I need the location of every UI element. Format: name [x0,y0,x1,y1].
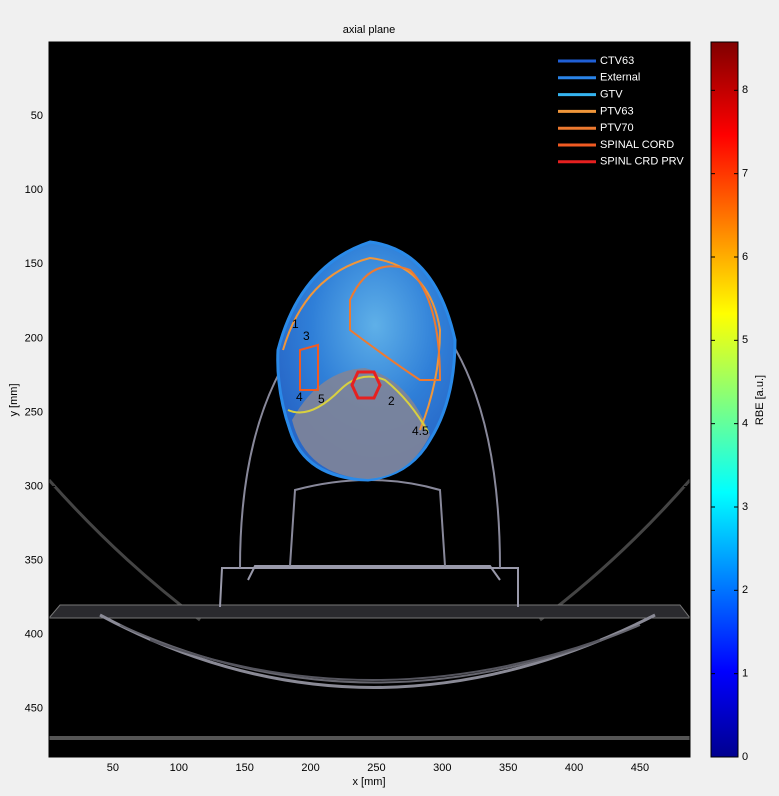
legend-label: SPINAL CORD [600,139,674,151]
y-axis-label: y [mm] [8,384,20,417]
legend-label: CTV63 [600,55,634,67]
contour-label: 4.5 [412,424,429,438]
colorbar [710,41,739,758]
x-tick-label: 200 [301,762,319,774]
y-tick-label: 150 [25,258,43,270]
x-tick-label: 350 [499,762,517,774]
contour-label: 4 [296,390,303,404]
y-tick-label: 300 [25,480,43,492]
y-tick-label: 100 [25,184,43,196]
colorbar-label: RBE [a.u.] [754,375,766,425]
colorbar-tick-label: 6 [742,251,748,263]
y-tick-label: 200 [25,332,43,344]
colorbar-tick-label: 2 [742,584,748,596]
y-tick-label: 400 [25,629,43,641]
colorbar-tick-label: 7 [742,168,748,180]
x-tick-label: 150 [235,762,253,774]
x-tick-label: 400 [565,762,583,774]
colorbar-tick-label: 5 [742,334,748,346]
y-tick-label: 250 [25,406,43,418]
legend-label: External [600,72,640,84]
legend-label: SPINL CRD PRV [600,156,684,168]
colorbar-tick-label: 8 [742,84,748,96]
x-tick-label: 300 [433,762,451,774]
axes-frame [48,41,691,758]
x-axis-label: x [mm] [353,776,386,788]
y-tick-label: 350 [25,555,43,567]
colorbar-tick-label: 0 [742,751,748,763]
legend-label: GTV [600,89,623,101]
y-tick-label: 50 [31,110,43,122]
x-tick-label: 450 [631,762,649,774]
ct-image [49,42,690,757]
legend-label: PTV70 [600,122,634,134]
contour-label: 5 [318,392,325,406]
colorbar-tick-label: 1 [742,668,748,680]
legend-label: PTV63 [600,105,634,117]
chart-title: axial plane [343,24,396,36]
colorbar-tick-label: 3 [742,501,748,513]
x-tick-label: 250 [367,762,385,774]
x-tick-label: 50 [107,762,119,774]
contour-label: 1 [292,317,299,331]
contour-label: 3 [303,329,310,343]
contour-label: 2 [388,394,395,408]
colorbar-tick-label: 4 [742,418,748,430]
x-tick-label: 100 [170,762,188,774]
y-tick-label: 450 [25,703,43,715]
